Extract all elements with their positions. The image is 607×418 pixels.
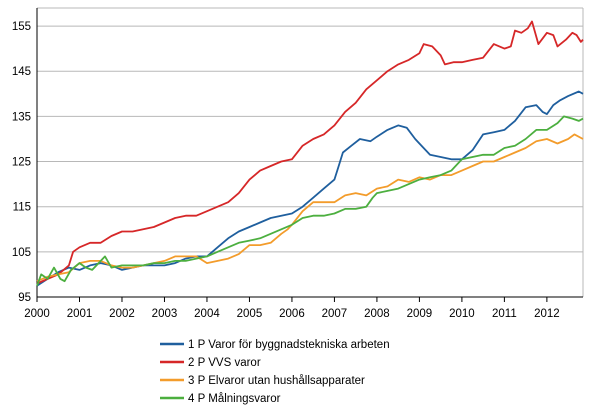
x-tick-label: 2012 [534,308,560,320]
x-tick-label: 2002 [109,308,135,320]
x-tick-label: 2007 [322,308,348,320]
legend-label-3: 3 P Elvaror utan hushållsapparater [188,375,365,387]
x-tick-label: 2009 [407,308,433,320]
y-tick-label: 95 [18,292,31,304]
y-tick-label: 145 [12,66,31,78]
gridlines [37,7,584,297]
series-line-4 [36,115,584,287]
x-tick-label: 2001 [67,308,93,320]
series-lines [36,20,584,287]
x-tick-label: 2003 [152,308,178,320]
legend-label-2: 2 P VVS varor [188,357,261,369]
x-tick-label: 2006 [279,308,305,320]
x-tick-label: 2000 [24,308,50,320]
x-tick-label: 2008 [364,308,390,320]
y-tick-label: 105 [12,247,31,259]
y-tick-label: 125 [12,157,31,169]
legend-label-1: 1 P Varor för byggnadstekniska arbeten [188,339,390,351]
x-tick-label: 2005 [237,308,263,320]
y-tick-label: 115 [13,202,31,214]
x-tick-label: 2011 [492,308,517,320]
axes: 95 105 115 125 135 145 155 2000 2001 2002 2003 2004… [12,8,583,320]
legend-label-4: 4 P Målningsvaror [188,393,281,405]
series-line-2 [36,20,584,285]
x-tick-label: 2010 [449,308,475,320]
series-line-3 [36,133,584,283]
series-line-1 [36,90,584,287]
y-tick-label: 135 [12,111,31,123]
x-tick-label: 2004 [194,308,220,320]
legend: 1 P Varor för byggnadstekniska arbeten 2 … [160,339,390,405]
y-tick-label: 155 [12,21,31,33]
